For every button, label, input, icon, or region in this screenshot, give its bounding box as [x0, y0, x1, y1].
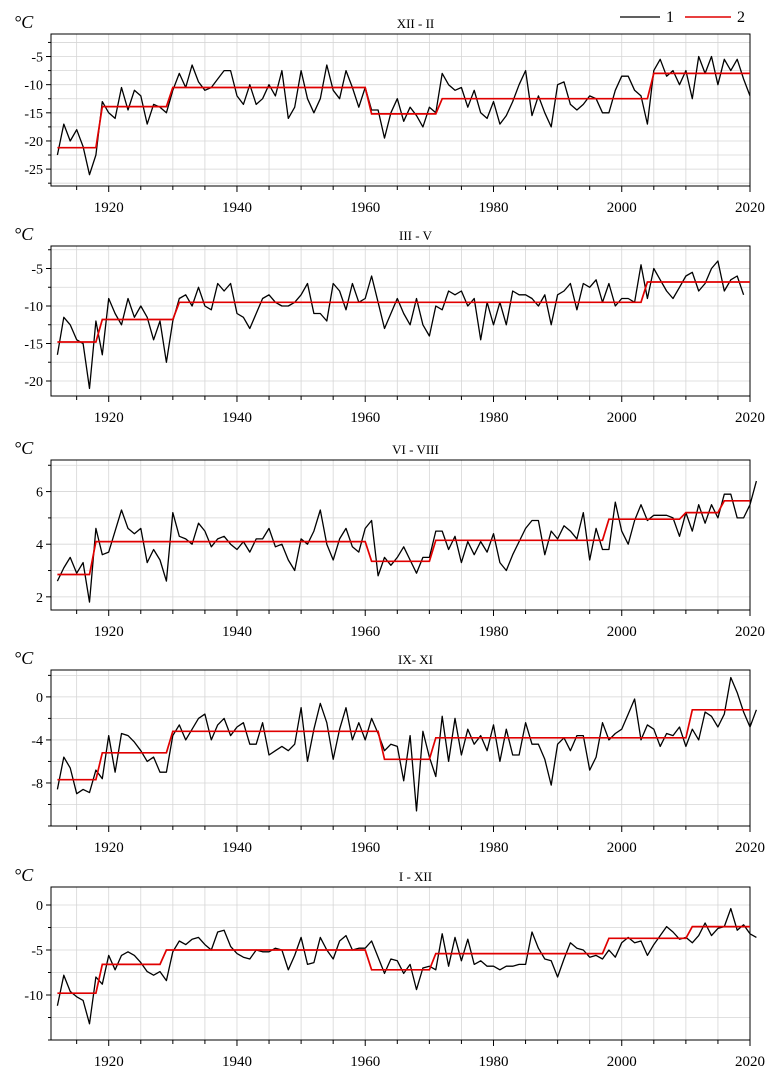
- x-tick-label: 1940: [222, 1054, 252, 1070]
- chart-panel-5: 1920 1940 1960 1980 2000 2020 -10 -5 0°C I - XII: [14, 865, 765, 1070]
- x-tick-label: 1960: [350, 410, 380, 426]
- temperature-charts: 1 2 1920 1940 1960 1980 2000 2020-25-20-15-10…: [0, 0, 772, 1080]
- x-tick-label: 1980: [478, 624, 508, 640]
- y-tick-label: -15: [24, 107, 43, 122]
- panel-title: III - V: [399, 228, 433, 243]
- x-tick-label: 1920: [94, 200, 124, 216]
- y-tick-label: -10: [24, 989, 43, 1004]
- x-tick-label: 1960: [350, 840, 380, 856]
- x-tick-label: 1920: [94, 624, 124, 640]
- x-tick-label: 1980: [478, 200, 508, 216]
- x-tick-label: 1960: [350, 1054, 380, 1070]
- x-tick-label: 2000: [607, 840, 637, 856]
- x-tick-label: 1940: [222, 624, 252, 640]
- series-1-line: [57, 57, 750, 175]
- x-tick-label: 1980: [478, 1054, 508, 1070]
- y-tick-label: -15: [24, 338, 43, 353]
- x-tick-label: 2020: [735, 1054, 765, 1070]
- x-tick-label: 2000: [607, 200, 637, 216]
- y-tick-label: 4: [36, 538, 43, 553]
- plot-frame: [51, 670, 750, 826]
- y-tick-label: -8: [31, 777, 43, 792]
- x-tick-label: 2000: [607, 410, 637, 426]
- series-1-line: [57, 909, 756, 1024]
- x-tick-label: 2020: [735, 410, 765, 426]
- panel-title: IX- XI: [398, 652, 433, 667]
- y-tick-label: -5: [31, 51, 43, 66]
- chart-panel-1: 1920 1940 1960 1980 2000 2020 -25 -20 -15 -10 -5 °C…: [14, 12, 765, 216]
- y-tick-label: 2: [36, 591, 43, 606]
- x-tick-label: 1980: [478, 840, 508, 856]
- legend-label-1: 1: [666, 9, 674, 26]
- panel-title: VI - VIII: [392, 442, 439, 457]
- x-tick-label: 1920: [94, 410, 124, 426]
- y-tick-label: -4: [31, 734, 43, 749]
- chart-panel-3: 1920 1940 1960 1980 2000 2020 2 4 6 °C VI - VIII: [14, 438, 765, 640]
- y-axis-unit-label: °C: [14, 12, 34, 32]
- y-tick-label: -20: [24, 375, 43, 390]
- x-tick-label: 1960: [350, 200, 380, 216]
- y-tick-label: -5: [31, 263, 43, 278]
- x-tick-label: 1940: [222, 840, 252, 856]
- y-tick-label: -10: [24, 79, 43, 94]
- y-tick-label: -10: [24, 300, 43, 315]
- x-tick-label: 1940: [222, 410, 252, 426]
- x-tick-label: 2000: [607, 1054, 637, 1070]
- series-1-line: [57, 678, 756, 811]
- x-tick-label: 2020: [735, 200, 765, 216]
- y-axis-unit-label: °C: [14, 438, 34, 458]
- plot-frame: [51, 460, 750, 610]
- x-tick-label: 1960: [350, 624, 380, 640]
- chart-panel-2: 1920 1940 1960 1980 2000 2020 -20 -15 -10 -5 °C III…: [14, 224, 765, 426]
- y-axis-unit-label: °C: [14, 865, 34, 885]
- panel-title: I - XII: [399, 869, 432, 884]
- y-tick-label: 6: [36, 486, 43, 501]
- legend: 1 2: [620, 9, 745, 26]
- panel-title: XII - II: [397, 16, 435, 31]
- x-tick-label: 2020: [735, 624, 765, 640]
- x-tick-label: 1920: [94, 1054, 124, 1070]
- series-2-step-line: [57, 710, 750, 780]
- x-tick-label: 1940: [222, 200, 252, 216]
- legend-label-2: 2: [737, 9, 745, 26]
- series-2-step-line: [57, 927, 750, 994]
- x-tick-label: 2000: [607, 624, 637, 640]
- x-tick-label: 1920: [94, 840, 124, 856]
- y-axis-unit-label: °C: [14, 648, 34, 668]
- y-tick-label: -25: [24, 163, 43, 178]
- y-tick-label: -20: [24, 135, 43, 150]
- plot-frame: [51, 887, 750, 1040]
- y-tick-label: 0: [36, 691, 43, 706]
- chart-panel-4: 1920 1940 1960 1980 2000 2020 -8 -4 0 °C IX- XI: [14, 648, 765, 856]
- y-axis-unit-label: °C: [14, 224, 34, 244]
- x-tick-label: 2020: [735, 840, 765, 856]
- y-tick-label: 0: [36, 899, 43, 914]
- y-tick-label: -5: [31, 944, 43, 959]
- x-tick-label: 1980: [478, 410, 508, 426]
